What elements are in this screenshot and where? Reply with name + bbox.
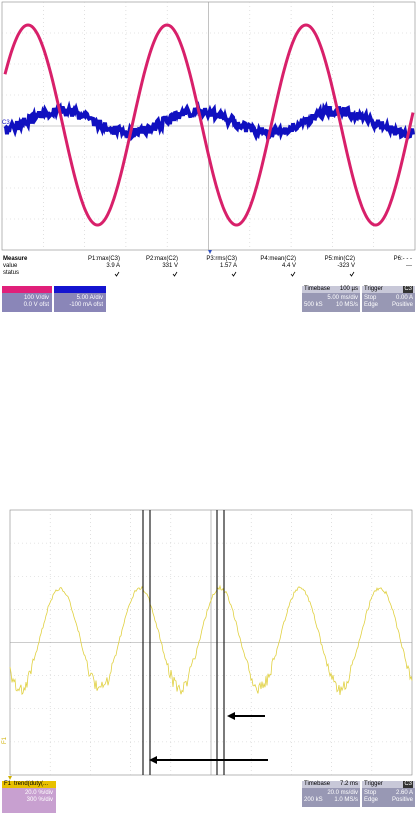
trigger-setting: Stop <box>364 295 376 302</box>
timebase-box: Timebase 100 µs 5.00 ms/div 500 kS 10 MS/s <box>302 286 360 312</box>
measure-header: P3:rms(C3) <box>206 256 237 263</box>
box-header <box>2 286 52 293</box>
measure-header: P4:mean(C2) <box>260 256 296 263</box>
timebase-box: Timebase 7.2 ms 20.0 ms/div 200 kS 1.0 MS/s <box>302 781 360 807</box>
trace-voltage <box>5 25 413 225</box>
status-check <box>115 272 119 276</box>
function-setting: 20.0 %/div <box>25 790 53 797</box>
trigger-setting: Edge <box>364 302 378 309</box>
row-label: status <box>3 270 19 277</box>
trigger-box: Trigger C3 Stop 2.60 A Edge Positive <box>362 781 415 807</box>
measure-header: P2:max(C2) <box>146 256 178 263</box>
timebase-value: 7.2 ms <box>340 781 358 788</box>
channel-setting: 0.0 V ofst <box>24 302 49 309</box>
trigger-marker <box>208 250 212 254</box>
channel-box: 100 V/div 0.0 V ofst <box>2 286 52 312</box>
measure-header: P5:min(C2) <box>325 256 355 263</box>
timebase-setting: 10 MS/s <box>336 302 358 309</box>
measure-value: 331 V <box>162 263 178 270</box>
box-title: Timebase <box>304 286 330 293</box>
trigger-channel: C3 <box>403 286 413 293</box>
measure-header: P1:max(C3) <box>88 256 120 263</box>
channel-setting: -100 mA ofst <box>69 302 103 309</box>
status-check <box>350 272 354 276</box>
function-name: trend(duty(... <box>14 781 48 788</box>
timebase-setting: 20.0 ms/div <box>327 790 358 797</box>
timebase-setting: 200 kS <box>304 797 323 804</box>
channel-setting: 100 V/div <box>24 295 49 302</box>
box-header <box>54 286 106 293</box>
box-title: Trigger <box>364 781 383 788</box>
measure-title: Measure <box>3 256 27 263</box>
box-title: Timebase <box>304 781 330 788</box>
box-title: Trigger <box>364 286 383 293</box>
measure-value: --- <box>406 263 412 270</box>
row-label: value <box>3 263 17 270</box>
measure-value: 4.4 V <box>282 263 296 270</box>
trigger-setting: Stop <box>364 790 376 797</box>
arrow-head <box>227 712 235 720</box>
trigger-setting: Positive <box>392 797 413 804</box>
trace-label: C3 <box>2 120 10 127</box>
function-title: F1 <box>4 781 11 788</box>
measure-value: 3.9 A <box>106 263 120 270</box>
measure-value: -323 V <box>337 263 355 270</box>
channel-setting: 5.00 A/div <box>77 295 103 302</box>
measure-value: 1.57 A <box>220 263 237 270</box>
trace-current <box>5 106 413 138</box>
trigger-setting: Edge <box>364 797 378 804</box>
trigger-box: Trigger C3 Stop 0.00 A Edge Positive <box>362 286 415 312</box>
trigger-channel: C3 <box>403 781 413 788</box>
function-setting: 300 %/div <box>27 797 53 804</box>
trigger-setting: Positive <box>392 302 413 309</box>
trace-label: F1 <box>2 737 9 744</box>
timebase-setting: 5.00 ms/div <box>327 295 358 302</box>
status-check <box>232 272 236 276</box>
trigger-marker <box>8 776 12 780</box>
channel-box: 5.00 A/div -100 mA ofst <box>54 286 106 312</box>
status-check <box>173 272 177 276</box>
measure-header: P6:- - - <box>394 256 412 263</box>
function-box: F1 trend(duty(... 20.0 %/div 300 %/div <box>2 781 56 813</box>
trigger-setting: 0.00 A <box>396 295 413 302</box>
timebase-setting: 500 kS <box>304 302 323 309</box>
trigger-setting: 2.60 A <box>396 790 413 797</box>
status-check <box>291 272 295 276</box>
timebase-setting: 1.0 MS/s <box>334 797 358 804</box>
timebase-value: 100 µs <box>340 286 358 293</box>
